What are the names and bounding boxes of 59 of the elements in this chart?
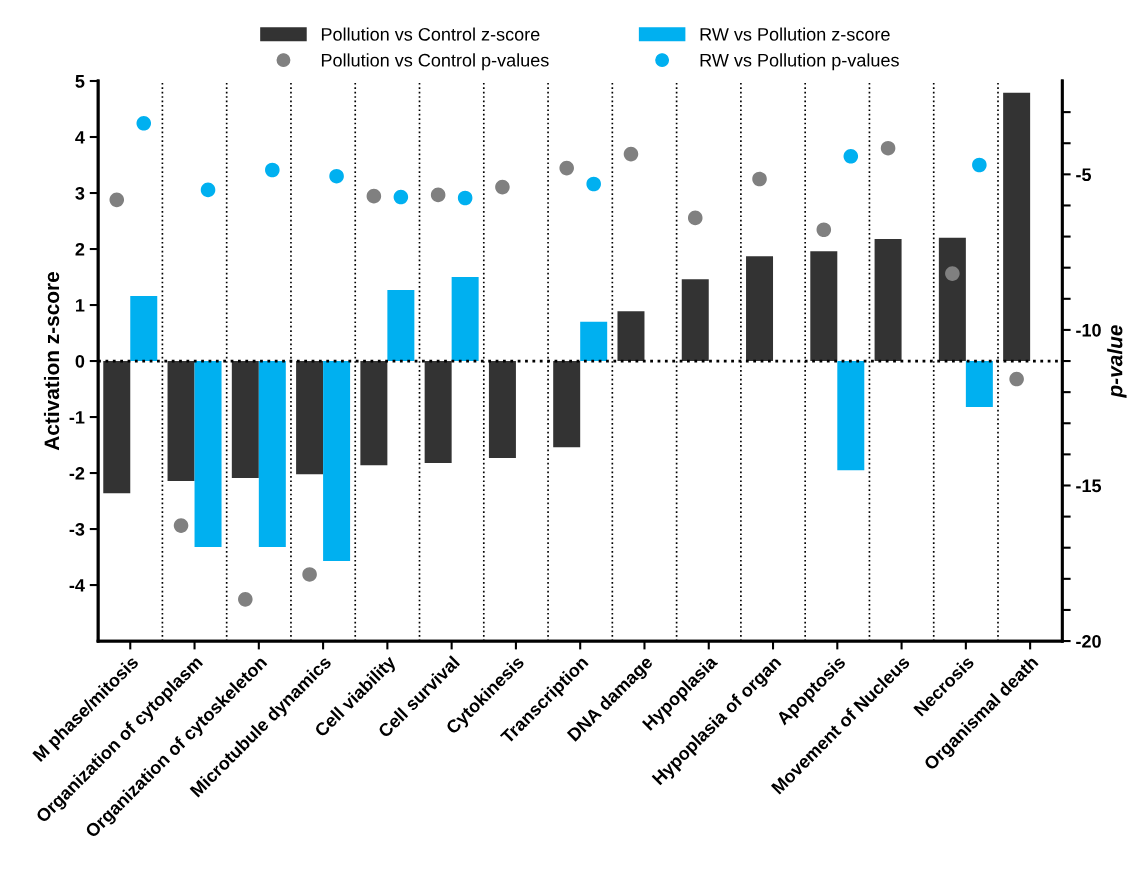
point (687, 210, 703, 226)
legend-label: RW vs Pollution z-score (700, 27, 890, 41)
bar (103, 361, 131, 494)
point (623, 146, 639, 162)
bar (938, 237, 966, 362)
point (880, 140, 896, 156)
point (109, 192, 125, 208)
point (430, 187, 446, 203)
bar (553, 361, 581, 448)
bar (1003, 92, 1031, 362)
bar (580, 321, 608, 362)
bar (130, 296, 158, 362)
legend-label: RW vs Pollution p-values (700, 53, 899, 71)
y2-axis-title: p-value (1107, 325, 1127, 398)
legend-label: Pollution vs Control z-score (321, 27, 540, 41)
bar (681, 279, 709, 362)
y2-tick-label: -15 (1076, 479, 1102, 493)
bar (167, 361, 195, 481)
point (752, 171, 767, 187)
y-tick-label: -2 (69, 466, 85, 480)
bar (874, 238, 902, 362)
bar (360, 361, 388, 466)
point (366, 188, 382, 204)
y-tick-label: -1 (69, 411, 85, 424)
y-tick-label: 4 (75, 131, 85, 144)
y-tick-label: -4 (69, 579, 85, 592)
y2-tick-label: -5 (1076, 168, 1092, 182)
bar (323, 361, 351, 561)
bar (810, 251, 838, 362)
y-tick-label: 2 (75, 242, 85, 256)
point (1009, 371, 1024, 387)
legend-label: Pollution vs Control p-values (321, 53, 549, 71)
bar (746, 256, 774, 362)
point (945, 266, 960, 281)
point (559, 160, 574, 176)
y2-tick-label: -10 (1076, 323, 1101, 337)
bar (451, 277, 479, 362)
bar (617, 311, 645, 362)
y2-tick-label: -20 (1076, 634, 1101, 648)
bar (965, 361, 993, 407)
y-tick-label: 3 (75, 186, 85, 200)
point (816, 222, 832, 238)
bar (387, 289, 415, 362)
y-tick-label: 1 (76, 299, 85, 312)
bar (837, 361, 865, 471)
bar (296, 361, 324, 475)
point (495, 179, 510, 195)
y-tick-label: -3 (69, 522, 85, 536)
point (238, 592, 253, 607)
bar (194, 361, 222, 547)
y-axis-title: Activation z-score (43, 272, 60, 451)
bar (231, 361, 259, 479)
bar (488, 361, 516, 458)
bar (258, 361, 286, 547)
y-tick-label: 5 (75, 75, 85, 88)
point (302, 567, 317, 582)
bar (424, 361, 452, 463)
y-tick-label: 0 (75, 354, 85, 368)
point (173, 518, 189, 533)
